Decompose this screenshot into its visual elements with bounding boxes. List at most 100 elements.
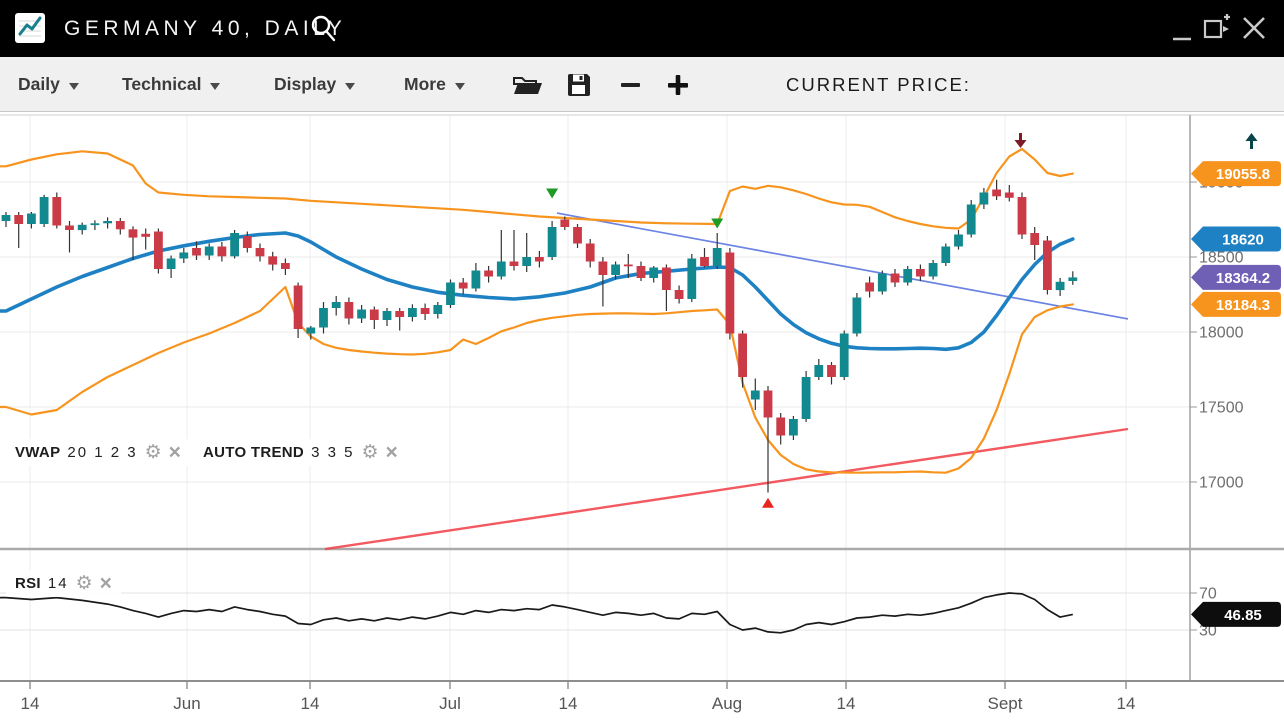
- candle: [471, 270, 481, 289]
- candle: [827, 365, 836, 377]
- candle: [1068, 277, 1078, 281]
- price-tag: 46.85: [1191, 601, 1281, 627]
- candle: [408, 308, 417, 317]
- search-icon[interactable]: [308, 13, 338, 48]
- gear-icon[interactable]: ⚙: [361, 442, 379, 463]
- svg-text:70: 70: [1199, 586, 1217, 603]
- sell-signal-icon: [711, 218, 724, 229]
- candle: [382, 311, 392, 320]
- candle: [179, 252, 189, 259]
- more-menu[interactable]: More: [404, 57, 465, 112]
- indicator-params: 14: [47, 575, 69, 592]
- svg-text:19055.8: 19055.8: [1216, 166, 1270, 183]
- price-tag: 18620: [1191, 226, 1281, 252]
- svg-text:Jul: Jul: [439, 694, 461, 713]
- candle: [65, 225, 74, 230]
- candle: [623, 264, 633, 267]
- candle: [928, 263, 938, 277]
- svg-text:14: 14: [559, 694, 578, 713]
- candle: [1030, 233, 1040, 245]
- candle: [242, 236, 252, 248]
- candle: [319, 308, 328, 328]
- close-icon[interactable]: ×: [99, 572, 112, 595]
- candle: [141, 233, 151, 237]
- candle: [357, 309, 366, 319]
- close-icon[interactable]: [1240, 0, 1268, 57]
- candle: [687, 258, 697, 299]
- candle: [103, 221, 112, 224]
- timeframe-menu[interactable]: Daily: [18, 57, 79, 112]
- candle: [192, 248, 201, 256]
- svg-text:18364.2: 18364.2: [1216, 270, 1270, 287]
- close-icon[interactable]: ×: [385, 441, 398, 464]
- popout-button[interactable]: [1202, 0, 1230, 57]
- svg-text:18000: 18000: [1199, 325, 1244, 342]
- candle: [598, 261, 608, 275]
- svg-text:Jun: Jun: [173, 694, 200, 713]
- zoom-in-icon[interactable]: [662, 57, 694, 112]
- candle: [801, 377, 811, 419]
- candle: [522, 257, 532, 266]
- candle: [1, 215, 11, 221]
- chevron-down-icon: [68, 82, 79, 90]
- svg-text:14: 14: [1117, 694, 1136, 713]
- candle: [712, 248, 722, 266]
- candle: [27, 213, 36, 224]
- candle: [763, 390, 773, 418]
- open-folder-icon[interactable]: [509, 57, 545, 112]
- svg-text:18620: 18620: [1222, 232, 1264, 249]
- rsi-indicator-chip: RSI 14 ⚙ ×: [6, 570, 121, 597]
- candle: [611, 264, 620, 275]
- svg-text:17500: 17500: [1199, 400, 1244, 417]
- candle: [154, 231, 163, 269]
- indicator-name: VWAP: [15, 444, 61, 461]
- arrow-down-icon: [1014, 131, 1027, 155]
- minimize-button[interactable]: [1168, 0, 1196, 57]
- candle: [903, 269, 913, 283]
- candle: [839, 333, 849, 377]
- candle: [573, 227, 582, 244]
- candle: [14, 215, 24, 224]
- candle: [662, 267, 671, 290]
- bollinger-lower-band: [0, 285, 1074, 474]
- candle: [420, 308, 430, 314]
- arrow-up-icon: [1245, 131, 1258, 155]
- technical-menu[interactable]: Technical: [122, 57, 221, 112]
- candle: [484, 270, 493, 277]
- candle: [700, 257, 709, 266]
- display-menu[interactable]: Display: [274, 57, 356, 112]
- ask-price[interactable]: 18365. 7: [1147, 126, 1276, 160]
- candle: [433, 305, 443, 314]
- gear-icon[interactable]: ⚙: [144, 442, 162, 463]
- candle: [992, 189, 1001, 197]
- candle: [230, 233, 239, 257]
- window-title: GERMANY 40, DAILY: [64, 16, 347, 40]
- auto-trend-indicator-chip: AUTO TREND 3 3 5 ⚙ ×: [194, 439, 407, 466]
- candle: [1055, 281, 1065, 291]
- candle: [865, 282, 874, 292]
- time-axis: 14 Jun 14 Jul 14 Aug 14 Sept 14: [21, 681, 1136, 713]
- zoom-out-icon[interactable]: [616, 57, 646, 112]
- gear-icon[interactable]: ⚙: [75, 573, 93, 594]
- candle: [814, 365, 824, 377]
- price-tag: 18364.2: [1191, 264, 1281, 290]
- line-chart-icon: [15, 13, 45, 43]
- candle: [166, 258, 176, 269]
- candle: [395, 311, 405, 317]
- indicator-params: 20 1 2 3: [67, 444, 138, 461]
- auto-trend-lower: [324, 427, 1129, 551]
- current-price-label: CURRENT PRICE:: [786, 73, 971, 95]
- buy-signal-icon: [762, 497, 774, 508]
- candle: [90, 223, 100, 226]
- candle: [776, 417, 786, 436]
- price-chart[interactable]: 1900018500180001750017000703014Jun14Jul1…: [0, 112, 1284, 721]
- bid-price[interactable]: 18362. 7: [994, 126, 1126, 160]
- svg-text:18500: 18500: [1199, 250, 1244, 267]
- candle: [446, 282, 455, 305]
- close-icon[interactable]: ×: [168, 441, 181, 464]
- save-icon[interactable]: [563, 57, 595, 112]
- candle: [306, 327, 316, 334]
- candle: [128, 229, 138, 238]
- indicator-params: 3 3 5: [311, 444, 355, 461]
